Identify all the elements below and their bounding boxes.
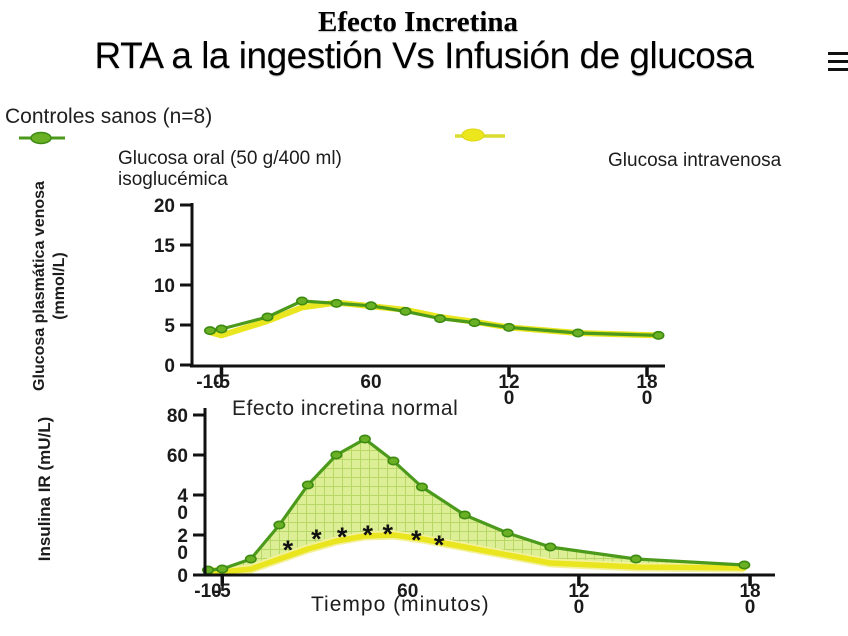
insulin-y-axis-label: Insulina IR (mU/L) [35, 416, 54, 562]
menu-icon-bar [828, 68, 848, 71]
oral-data-point [215, 324, 228, 334]
x-tick-label: 0 [745, 597, 756, 618]
menu-icon-bar [828, 52, 848, 55]
x-tick-label: 12 [498, 372, 519, 393]
significance-asterisk: * [337, 522, 348, 552]
x-tick-label: 18 [739, 581, 760, 602]
oral-data-point [261, 312, 274, 322]
y-tick-label: 20 [154, 196, 175, 217]
significance-asterisk: * [382, 519, 393, 549]
significance-asterisk: * [434, 530, 445, 560]
oral-data-point [358, 434, 371, 444]
x-tick-label: 18 [636, 372, 657, 393]
menu-icon-bar [828, 60, 848, 63]
glucose-y-axis-label-line1: Glucosa plasmática venosa [31, 181, 48, 391]
slide-title: Efecto Incretina [318, 6, 518, 38]
significance-asterisk: * [411, 525, 422, 555]
legend-heading: Controles sanos (n=8) [5, 105, 213, 128]
oral-data-point [273, 520, 286, 530]
y-tick-label: 60 [167, 446, 188, 467]
y-tick-label: 0 [177, 503, 188, 524]
oral-glucose-label-line1: Glucosa oral (50 g/400 ml) [118, 148, 342, 169]
slide-subtitle: RTA a la ingestión Vs Infusión de glucos… [94, 35, 754, 76]
x-tick-label: -10 [196, 372, 223, 393]
oral-data-point [544, 542, 557, 552]
x-tick-label: 60 [360, 372, 381, 393]
x-tick-label: 0 [504, 388, 515, 409]
y-tick-label: 0 [177, 566, 188, 587]
oral-data-point [330, 450, 343, 460]
y-tick-label: 5 [164, 316, 175, 337]
y-tick-label: 0 [164, 356, 175, 377]
x-tick-label: 12 [568, 581, 589, 602]
y-tick-label: 10 [154, 276, 175, 297]
oral-data-point [364, 301, 377, 311]
oral-data-point [571, 328, 584, 338]
y-tick-label: 15 [154, 236, 176, 257]
legend-marker-iv-icon [455, 128, 505, 142]
oral-data-point [652, 330, 665, 340]
x-tick-label: 0 [574, 597, 585, 618]
y-tick-label: 80 [167, 406, 188, 427]
oral-data-point [501, 528, 514, 538]
x-tick-label: 0 [642, 388, 653, 409]
significance-asterisk: * [283, 535, 294, 565]
significance-asterisk: * [311, 524, 322, 554]
x-tick-label: -10 [194, 581, 221, 602]
iv-series-line [205, 532, 748, 575]
oral-data-point [433, 314, 446, 324]
glucose-y-axis-label: Glucosa plasmática venosa (mmol/L) [30, 176, 70, 396]
oral-data-point [295, 296, 308, 306]
x-tick-label: -5 [213, 372, 230, 393]
oral-data-point [415, 482, 428, 492]
significance-asterisk: * [363, 520, 374, 550]
oral-data-point [468, 318, 481, 328]
oral-data-point [330, 298, 343, 308]
oral-data-point [399, 306, 412, 316]
oral-data-point [738, 560, 751, 570]
incretin-effect-annotation: Efecto incretina normal [232, 397, 459, 420]
oral-data-point [629, 554, 642, 564]
oral-data-point [244, 554, 257, 564]
oral-glucose-label-line2: isoglucémica [118, 169, 228, 190]
time-x-axis-label: Tiempo (minutos) [311, 593, 490, 616]
menu-icon[interactable] [828, 52, 848, 71]
legend-marker-oral-icon [19, 131, 65, 145]
iv-glucose-label: Glucosa intravenosa [608, 150, 782, 171]
oral-series-line [208, 299, 661, 337]
oral-data-point [204, 326, 217, 336]
y-tick-label: 2 [177, 526, 188, 547]
y-tick-label: 4 [177, 486, 188, 507]
x-tick-label: 60 [397, 581, 418, 602]
oral-glucose-label: Glucosa oral (50 g/400 ml) isoglucémica [118, 148, 342, 190]
x-tick-label: -5 [214, 581, 231, 602]
oral-data-point [301, 480, 314, 490]
glucose-y-axis-label-line2: (mmol/L) [51, 252, 68, 320]
oral-data-point [216, 564, 229, 574]
oral-series-line [206, 437, 746, 572]
y-tick-label: 0 [177, 543, 188, 564]
oral-data-point [387, 456, 400, 466]
oral-data-point [458, 510, 471, 520]
oral-data-point [502, 322, 515, 332]
